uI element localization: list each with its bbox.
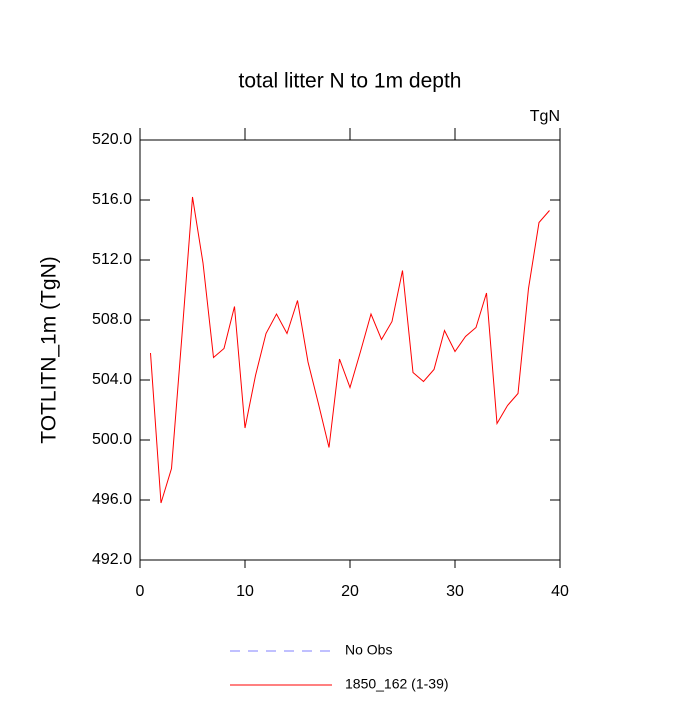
x-tick-label: 30 (446, 583, 464, 600)
x-tick-label: 20 (341, 583, 359, 600)
y-axis-label: TOTLITN_1m (TgN) (38, 256, 61, 443)
y-tick-label: 496.0 (92, 491, 132, 508)
y-tick-label: 492.0 (92, 551, 132, 568)
y-tick-label: 516.0 (92, 191, 132, 208)
units-label: TgN (530, 108, 560, 125)
y-tick-label: 500.0 (92, 431, 132, 448)
y-tick-label: 508.0 (92, 311, 132, 328)
x-tick-label: 0 (136, 583, 145, 600)
x-tick-label: 10 (236, 583, 254, 600)
legend-label: 1850_162 (1-39) (345, 676, 449, 692)
legend-label: No Obs (345, 642, 392, 658)
y-tick-label: 504.0 (92, 371, 132, 388)
chart-title: total litter N to 1m depth (239, 70, 462, 93)
plot-frame (139, 139, 561, 561)
series-line (150, 196, 550, 504)
y-tick-label: 520.0 (92, 131, 132, 148)
y-tick-label: 512.0 (92, 251, 132, 268)
x-tick-label: 40 (551, 583, 569, 600)
